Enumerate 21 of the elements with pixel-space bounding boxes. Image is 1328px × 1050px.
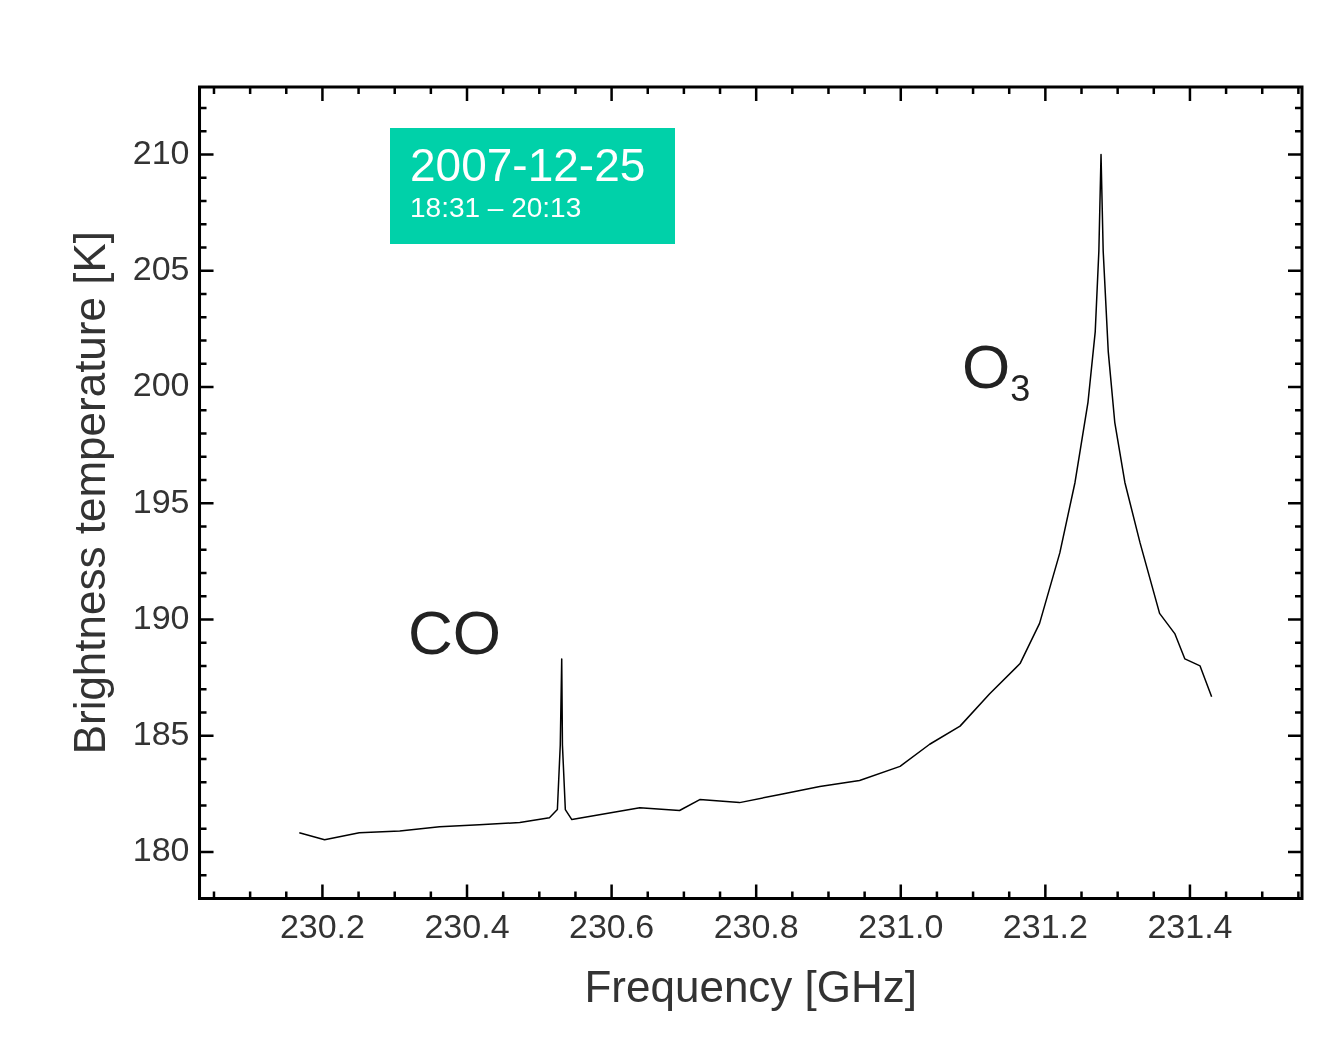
x-tick-label: 230.2 <box>279 907 365 946</box>
y-tick-label: 210 <box>132 132 190 171</box>
x-tick-label: 231.2 <box>1002 907 1088 946</box>
y-tick-label: 195 <box>132 481 190 520</box>
annotation: 18:31 – 20:13 <box>410 191 583 225</box>
annotation: CO <box>408 598 501 668</box>
x-tick-label: 230.8 <box>713 907 799 946</box>
x-axis-title: Frequency [GHz] <box>584 961 918 1011</box>
y-tick-label: 200 <box>132 365 190 404</box>
y-tick-label: 180 <box>132 830 190 869</box>
x-tick-label: 231.0 <box>858 907 944 946</box>
date-label-box: 2007-12-25 18:31 – 20:13 <box>390 128 675 244</box>
y-tick-label: 190 <box>132 597 190 636</box>
y-tick-label: 185 <box>132 714 190 753</box>
annotation: 2007-12-25 <box>410 139 647 191</box>
annotation: O$_{3}$ <box>962 332 1031 412</box>
x-tick-label: 230.6 <box>569 907 655 946</box>
x-tick-label: 230.4 <box>424 907 510 946</box>
x-tick-label: 231.4 <box>1147 907 1233 946</box>
y-axis-title: Brightness temperature [K] <box>64 231 114 755</box>
y-tick-label: 205 <box>132 249 190 288</box>
